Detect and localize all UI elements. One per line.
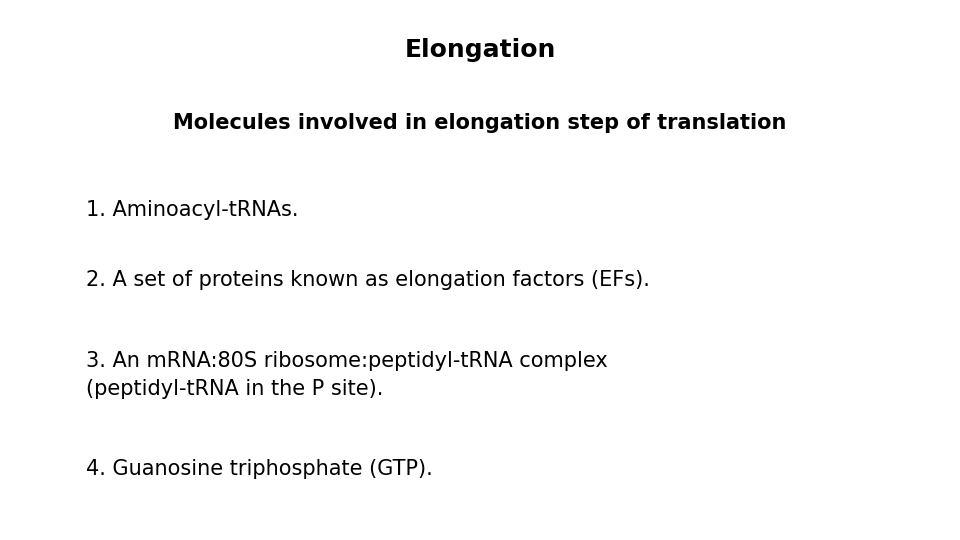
Text: 1. Aminoacyl-tRNAs.: 1. Aminoacyl-tRNAs. — [86, 200, 299, 220]
Text: Elongation: Elongation — [404, 38, 556, 62]
Text: 3. An mRNA:80S ribosome:peptidyl-tRNA complex
(peptidyl-tRNA in the P site).: 3. An mRNA:80S ribosome:peptidyl-tRNA co… — [86, 351, 608, 399]
Text: Molecules involved in elongation step of translation: Molecules involved in elongation step of… — [174, 113, 786, 133]
Text: 2. A set of proteins known as elongation factors (EFs).: 2. A set of proteins known as elongation… — [86, 270, 650, 290]
Text: 4. Guanosine triphosphate (GTP).: 4. Guanosine triphosphate (GTP). — [86, 459, 433, 479]
